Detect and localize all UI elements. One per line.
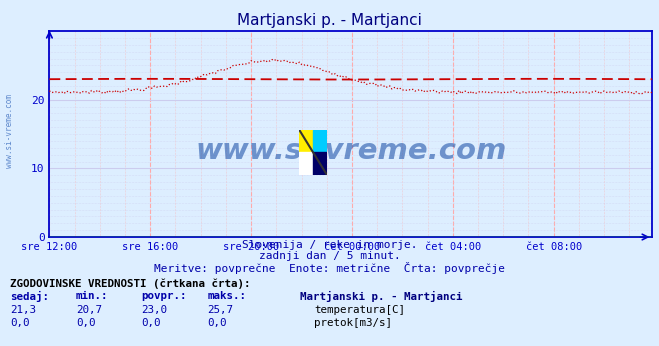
Text: 25,7: 25,7 bbox=[208, 305, 233, 315]
Text: min.:: min.: bbox=[76, 291, 108, 301]
Text: 0,0: 0,0 bbox=[142, 318, 161, 328]
Text: 0,0: 0,0 bbox=[76, 318, 96, 328]
Text: Martjanski p. - Martjanci: Martjanski p. - Martjanci bbox=[237, 13, 422, 28]
Text: 0,0: 0,0 bbox=[208, 318, 227, 328]
Text: zadnji dan / 5 minut.: zadnji dan / 5 minut. bbox=[258, 251, 401, 261]
Text: 23,0: 23,0 bbox=[142, 305, 167, 315]
Text: Slovenija / reke in morje.: Slovenija / reke in morje. bbox=[242, 240, 417, 251]
Text: sedaj:: sedaj: bbox=[10, 291, 49, 302]
Text: temperatura[C]: temperatura[C] bbox=[314, 305, 405, 315]
Text: 20,7: 20,7 bbox=[76, 305, 101, 315]
Text: www.si-vreme.com: www.si-vreme.com bbox=[195, 137, 507, 165]
Bar bbox=[299, 130, 313, 152]
Text: ZGODOVINSKE VREDNOSTI (črtkana črta):: ZGODOVINSKE VREDNOSTI (črtkana črta): bbox=[10, 279, 250, 289]
Text: Martjanski p. - Martjanci: Martjanski p. - Martjanci bbox=[300, 291, 463, 302]
Text: Meritve: povprečne  Enote: metrične  Črta: povprečje: Meritve: povprečne Enote: metrične Črta:… bbox=[154, 262, 505, 274]
Bar bbox=[299, 152, 313, 175]
Text: maks.:: maks.: bbox=[208, 291, 246, 301]
Bar bbox=[313, 152, 327, 175]
Bar bbox=[313, 130, 327, 152]
Text: 21,3: 21,3 bbox=[10, 305, 36, 315]
Text: pretok[m3/s]: pretok[m3/s] bbox=[314, 318, 392, 328]
Text: povpr.:: povpr.: bbox=[142, 291, 187, 301]
Text: 0,0: 0,0 bbox=[10, 318, 30, 328]
Text: www.si-vreme.com: www.si-vreme.com bbox=[5, 94, 14, 169]
